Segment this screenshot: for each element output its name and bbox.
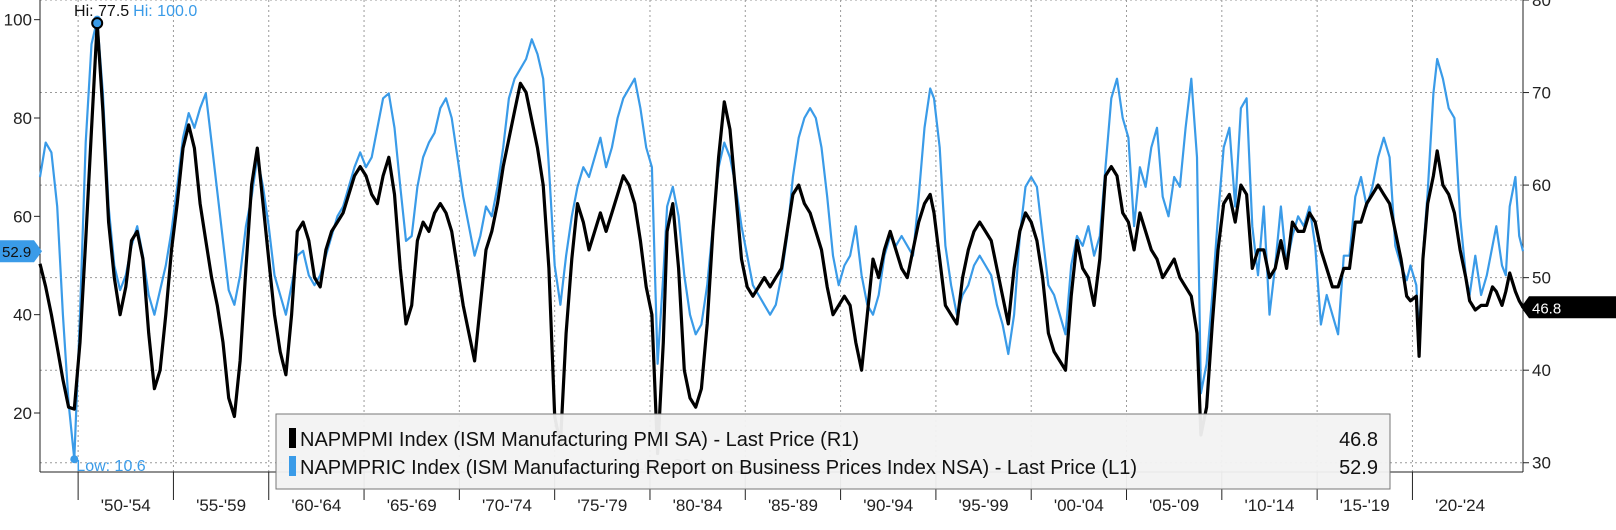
pmi-line (38, 21, 1525, 456)
legend-swatch-prices (289, 456, 296, 476)
right-tick-label: 70 (1532, 84, 1551, 103)
x-tick-label: '80-'84 (673, 496, 723, 515)
right-tag-shape (1521, 296, 1616, 319)
x-tick-label: '75-'79 (577, 496, 627, 515)
left-tick-label: 20 (13, 404, 32, 423)
x-tick-label: '15-'19 (1340, 496, 1390, 515)
x-tick-label: '60-'64 (291, 496, 341, 515)
left-axis: 20 40 60 80 100 (4, 11, 40, 423)
left-tag-shape (0, 240, 42, 263)
x-tick-label: '00-'04 (1054, 496, 1104, 515)
legend-label-pmi: NAPMPMI Index (ISM Manufacturing PMI SA)… (300, 429, 859, 451)
x-tick-label: '65-'69 (387, 496, 437, 515)
x-tick-label: '10-'14 (1244, 496, 1294, 515)
legend-box (275, 413, 1391, 490)
right-axis: 30 40 50 60 70 80 (1523, 0, 1551, 473)
legend-swatch-pmi (289, 428, 296, 448)
x-tick-label: '55-'59 (196, 496, 246, 515)
extreme-markers (70, 15, 104, 464)
right-tick-label: 80 (1532, 0, 1551, 10)
x-tick-label: '70-'74 (482, 496, 532, 515)
left-tick-label: 100 (4, 11, 32, 30)
right-tick-label: 60 (1532, 176, 1551, 195)
right-tick-label: 50 (1532, 269, 1551, 288)
left-tick-label: 60 (13, 207, 32, 226)
x-axis: '50-'54 '55-'59 '60-'64 '65-'69 '70-'74 '75-'… (77, 472, 1485, 515)
right-tag-text: 46.8 (1532, 300, 1561, 317)
legend-value-pmi: 46.8 (1339, 429, 1378, 451)
pmi-high-marker (91, 17, 104, 30)
prices-high-label: Hi: 100.0 (133, 3, 197, 20)
x-tick-label: '05-'09 (1149, 496, 1199, 515)
plot-frame (39, 0, 1524, 473)
x-tick-label: '90-'94 (863, 496, 913, 515)
x-tick-label: '20-'24 (1435, 496, 1485, 515)
prices-line (38, 18, 1525, 461)
prices-low-label: Low: 10.6 (76, 458, 145, 475)
left-tag-text: 52.9 (2, 244, 31, 261)
right-tick-label: 40 (1532, 361, 1551, 380)
series-lines (38, 18, 1525, 461)
legend: NAPMPMI Index (ISM Manufacturing PMI SA)… (275, 413, 1391, 490)
legend-value-prices: 52.9 (1339, 457, 1378, 479)
left-tick-label: 80 (13, 109, 32, 128)
right-last-value-tag: 46.8 (1521, 296, 1616, 319)
legend-label-prices: NAPMPRIC Index (ISM Manufacturing Report… (300, 457, 1137, 479)
x-tick-label: '50-'54 (101, 496, 151, 515)
x-tick-label: '85-'89 (768, 496, 818, 515)
pmi-high-label: Hi: 77.5 (74, 3, 129, 20)
grid-lines (40, 0, 1523, 472)
x-tick-label: '95-'99 (959, 496, 1009, 515)
right-tick-label: 30 (1532, 454, 1551, 473)
left-last-value-tag: 52.9 (0, 240, 42, 263)
left-tick-label: 40 (13, 306, 32, 325)
